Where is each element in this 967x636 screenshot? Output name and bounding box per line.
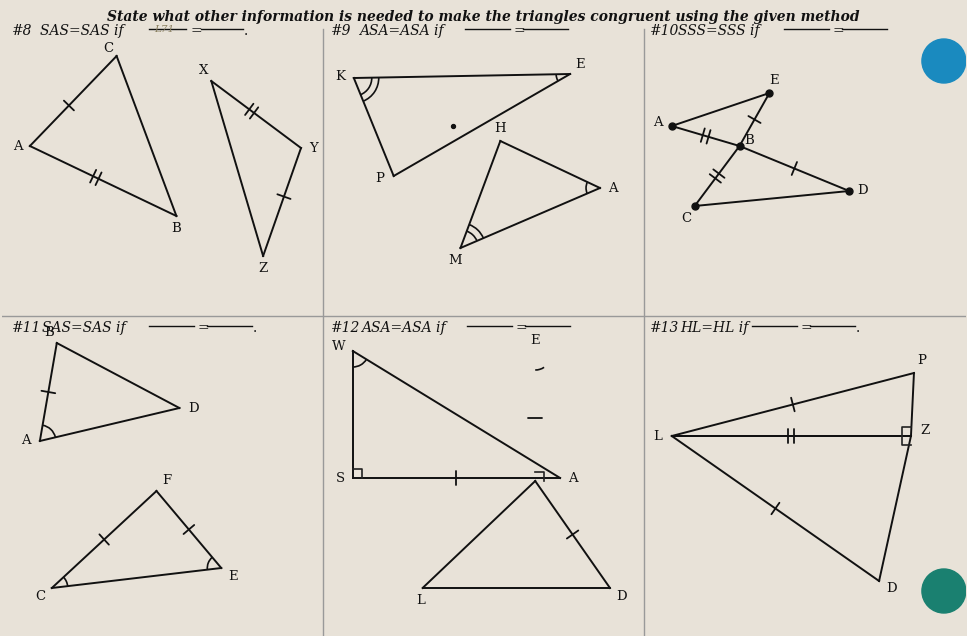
Text: =: =: [801, 321, 812, 335]
Text: D: D: [188, 401, 198, 415]
Text: =: =: [513, 24, 525, 38]
Circle shape: [922, 39, 966, 83]
Text: Z: Z: [258, 263, 268, 275]
Point: [762, 88, 777, 98]
Text: State what other information is needed to make the triangles congruent using the: State what other information is needed t…: [107, 10, 860, 24]
Text: K: K: [335, 69, 345, 83]
Text: C: C: [682, 212, 691, 225]
Point: [664, 121, 680, 131]
Point: [841, 186, 857, 196]
Text: ASA=ASA if: ASA=ASA if: [361, 321, 446, 335]
Text: D: D: [887, 583, 897, 595]
Text: #10: #10: [650, 24, 679, 38]
Text: C: C: [103, 41, 114, 55]
Text: #8: #8: [12, 24, 33, 38]
Text: M: M: [449, 254, 462, 268]
Text: A: A: [653, 116, 662, 130]
Text: #11: #11: [12, 321, 42, 335]
Text: #9: #9: [331, 24, 351, 38]
Text: SAS=SAS if: SAS=SAS if: [42, 321, 126, 335]
Circle shape: [922, 569, 966, 613]
Text: C: C: [35, 590, 44, 602]
Point: [732, 141, 747, 151]
Text: B: B: [745, 134, 754, 148]
Text: S: S: [337, 471, 345, 485]
Text: L: L: [654, 429, 662, 443]
Text: SAS=SAS if: SAS=SAS if: [40, 24, 124, 38]
Text: #12: #12: [331, 321, 361, 335]
Text: X: X: [198, 64, 208, 78]
Text: E: E: [575, 57, 585, 71]
Text: .: .: [245, 24, 249, 38]
Point: [687, 201, 702, 211]
Point: [446, 121, 461, 131]
Text: D: D: [857, 184, 867, 198]
Text: ASA=ASA if: ASA=ASA if: [359, 24, 444, 38]
Text: =: =: [515, 321, 527, 335]
Text: Z: Z: [921, 424, 929, 438]
Text: F: F: [161, 474, 171, 488]
Text: D: D: [617, 590, 628, 602]
Text: A: A: [569, 471, 578, 485]
Text: A: A: [21, 434, 31, 448]
Text: H: H: [494, 121, 506, 134]
Text: B: B: [44, 326, 54, 340]
Text: SSS=SSS if: SSS=SSS if: [678, 24, 759, 38]
Text: P: P: [375, 172, 384, 184]
Text: =: =: [197, 321, 209, 335]
Text: .: .: [856, 321, 861, 335]
Text: A: A: [14, 139, 23, 153]
Text: E: E: [228, 569, 238, 583]
Text: A: A: [608, 181, 618, 195]
Text: E: E: [531, 335, 540, 347]
Text: HL=HL if: HL=HL if: [680, 321, 748, 335]
Text: L: L: [416, 595, 425, 607]
Text: P: P: [918, 354, 926, 366]
Text: W: W: [332, 340, 345, 354]
Text: .: .: [253, 321, 257, 335]
Text: Y: Y: [309, 141, 318, 155]
Text: =: =: [190, 24, 202, 38]
Text: B: B: [171, 223, 181, 235]
Text: #13: #13: [650, 321, 679, 335]
Text: L71: L71: [155, 25, 175, 34]
Text: E: E: [770, 74, 779, 88]
Text: =: =: [833, 24, 844, 38]
